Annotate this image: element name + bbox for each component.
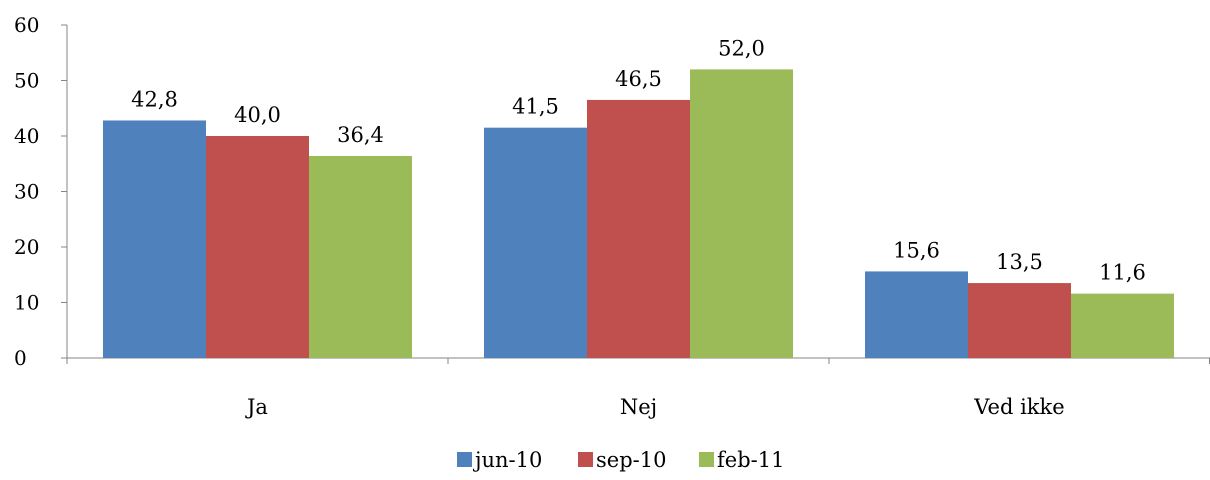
y-tick-label: 40: [14, 124, 39, 148]
legend-swatch: [457, 452, 472, 467]
data-label: 46,5: [615, 67, 662, 91]
legend-label: jun-10: [472, 448, 542, 472]
legend-label: sep-10: [596, 448, 666, 472]
bar: [484, 127, 587, 358]
legend: jun-10 sep-10 feb-11: [457, 448, 784, 472]
legend-item: sep-10: [578, 448, 666, 472]
bar: [309, 155, 412, 358]
y-tick-label: 50: [14, 69, 39, 93]
data-label: 36,4: [337, 123, 384, 147]
y-tick-label: 30: [14, 180, 39, 204]
data-label: 40,0: [234, 103, 281, 127]
x-tick-label: Nej: [620, 395, 657, 419]
bar: [1071, 293, 1174, 358]
bar: [690, 69, 793, 359]
bar: [968, 283, 1071, 358]
y-tick-label: 0: [14, 346, 27, 370]
bar: [103, 120, 206, 359]
legend-item: feb-11: [699, 448, 784, 472]
bar: [865, 271, 968, 358]
legend-label: feb-11: [717, 448, 784, 472]
legend-item: jun-10: [457, 448, 542, 472]
x-tick-label: Ved ikke: [973, 395, 1064, 419]
data-label: 41,5: [512, 95, 559, 119]
data-label: 15,6: [893, 238, 940, 262]
data-label: 11,6: [1099, 261, 1146, 285]
y-axis: 0 10 20 30 40 50 60: [14, 13, 68, 370]
data-label: 52,0: [718, 36, 765, 60]
legend-swatch: [578, 452, 593, 467]
y-tick-label: 20: [14, 235, 39, 259]
x-tick-label: Ja: [245, 395, 268, 419]
y-tick-label: 10: [14, 291, 39, 315]
data-labels: 42,8 40,0 36,4 41,5 46,5 52,0 15,6 13,5 11,6: [131, 36, 1146, 284]
data-label: 13,5: [996, 250, 1043, 274]
bar: [587, 99, 690, 359]
bar: [206, 136, 309, 358]
x-axis: Ja Nej Ved ikke: [66, 357, 1210, 419]
y-tick-label: 60: [14, 13, 39, 37]
bars: [103, 69, 1174, 359]
data-label: 42,8: [131, 87, 178, 111]
legend-swatch: [699, 452, 714, 467]
